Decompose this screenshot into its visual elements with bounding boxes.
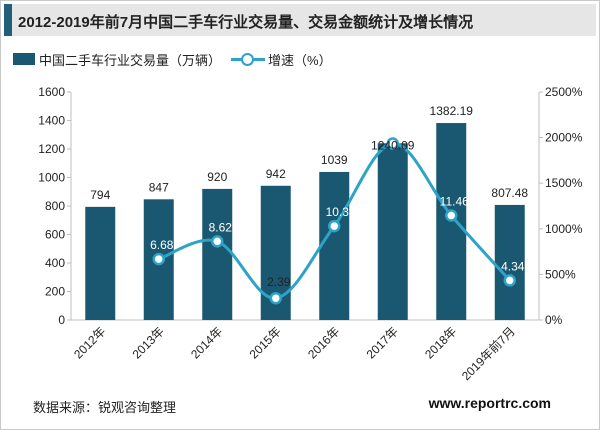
left-tick-label: 1400 <box>38 114 65 128</box>
website-label: www.reportrc.com <box>428 395 551 411</box>
growth-value-label: 11.46 <box>440 194 469 208</box>
growth-point <box>269 291 282 305</box>
left-tick-label: 0 <box>58 313 65 327</box>
bar-value-label: 1382.19 <box>430 104 474 118</box>
bar-value-label: 920 <box>207 170 227 184</box>
right-tick-label: 0% <box>545 313 563 327</box>
legend-bar-label: 中国二手车行业交易量（万辆） <box>39 52 222 68</box>
bar <box>202 188 233 320</box>
right-tick-label: 2000% <box>545 131 583 145</box>
source-note: 数据来源：锐观咨询整理 <box>33 400 177 415</box>
right-tick-label: 1000% <box>545 222 583 236</box>
growth-point <box>328 219 341 233</box>
right-tick-label: 500% <box>545 267 576 281</box>
title-bar: 2012-2019年前7月中国二手车行业交易量、交易金额统计及增长情况 <box>4 4 596 36</box>
growth-value-label: 19.35 <box>381 122 411 136</box>
bar <box>377 143 408 320</box>
legend: 中国二手车行业交易量（万辆） 增速（%） <box>13 49 332 69</box>
bar-value-label: 847 <box>149 180 169 194</box>
left-tick-label: 400 <box>45 256 65 270</box>
right-tick-label: 1500% <box>545 176 583 190</box>
x-tick-label: 2018年 <box>422 324 459 361</box>
growth-value-label: 2.39 <box>267 275 291 289</box>
bar-value-label: 1240.09 <box>371 138 415 152</box>
left-tick-label: 800 <box>45 199 65 213</box>
title-accent <box>4 4 12 36</box>
bar-value-label: 807.48 <box>491 186 528 200</box>
chart-title: 2012-2019年前7月中国二手车行业交易量、交易金额统计及增长情况 <box>18 14 474 31</box>
left-tick-label: 1200 <box>38 142 65 156</box>
x-tick-label: 2017年 <box>364 324 401 361</box>
bar <box>85 206 116 320</box>
growth-point <box>152 252 165 266</box>
left-tick-label: 1600 <box>38 85 65 99</box>
growth-point <box>211 235 224 248</box>
legend-line-label: 增速（%） <box>268 52 332 68</box>
growth-value-label: 4.34 <box>501 259 525 273</box>
growth-point <box>503 274 516 287</box>
bar-value-label: 942 <box>266 167 286 181</box>
growth-value-label: 8.62 <box>209 220 233 234</box>
left-tick-label: 1000 <box>38 171 65 185</box>
right-tick-label: 2500% <box>545 85 583 99</box>
left-tick-label: 600 <box>45 228 65 242</box>
left-tick-label: 200 <box>45 285 65 299</box>
growth-point <box>445 209 458 222</box>
x-tick-label: 2014年 <box>188 324 225 361</box>
bar-value-label: 794 <box>90 188 110 202</box>
legend-line-swatch <box>231 52 266 66</box>
x-tick-label: 2019年前7月 <box>458 324 518 384</box>
growth-value-label: 10.3 <box>326 205 350 219</box>
bar <box>494 204 525 320</box>
legend-bar-swatch <box>13 53 35 65</box>
x-tick-label: 2012年 <box>71 324 108 361</box>
x-tick-label: 2015年 <box>247 324 284 361</box>
bar-value-label: 1039 <box>321 153 348 167</box>
growth-value-label: 6.68 <box>150 238 174 252</box>
growth-point <box>386 137 399 150</box>
bar <box>319 171 350 320</box>
x-tick-label: 2016年 <box>305 324 342 361</box>
x-tick-label: 2013年 <box>130 324 167 361</box>
